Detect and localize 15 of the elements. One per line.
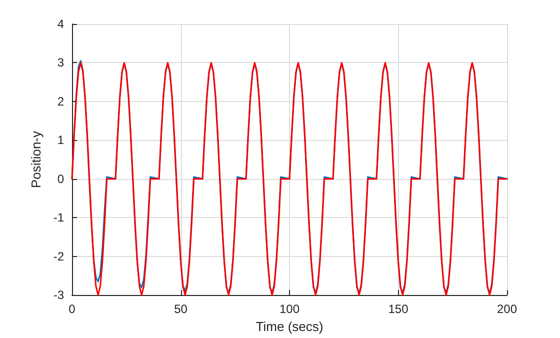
x-tick-label: 100 — [279, 302, 300, 316]
x-tick-label: 150 — [388, 302, 409, 316]
y-tick-label: -3 — [53, 288, 64, 302]
y-tick-label: 3 — [57, 56, 64, 70]
x-tick-label: 200 — [496, 302, 518, 316]
y-tick-label: -2 — [53, 249, 64, 264]
y-axis-title: Position-y — [28, 130, 44, 188]
x-tick-label: 50 — [174, 302, 188, 316]
y-tick-label: 1 — [57, 133, 64, 148]
x-tick-label: 0 — [68, 302, 76, 316]
x-axis-title: Time (secs) — [256, 319, 324, 334]
y-tick-label: 0 — [57, 172, 64, 186]
y-tick-label: -1 — [53, 210, 64, 225]
y-tick-label: 4 — [57, 17, 64, 31]
y-tick-label: 2 — [57, 94, 64, 108]
